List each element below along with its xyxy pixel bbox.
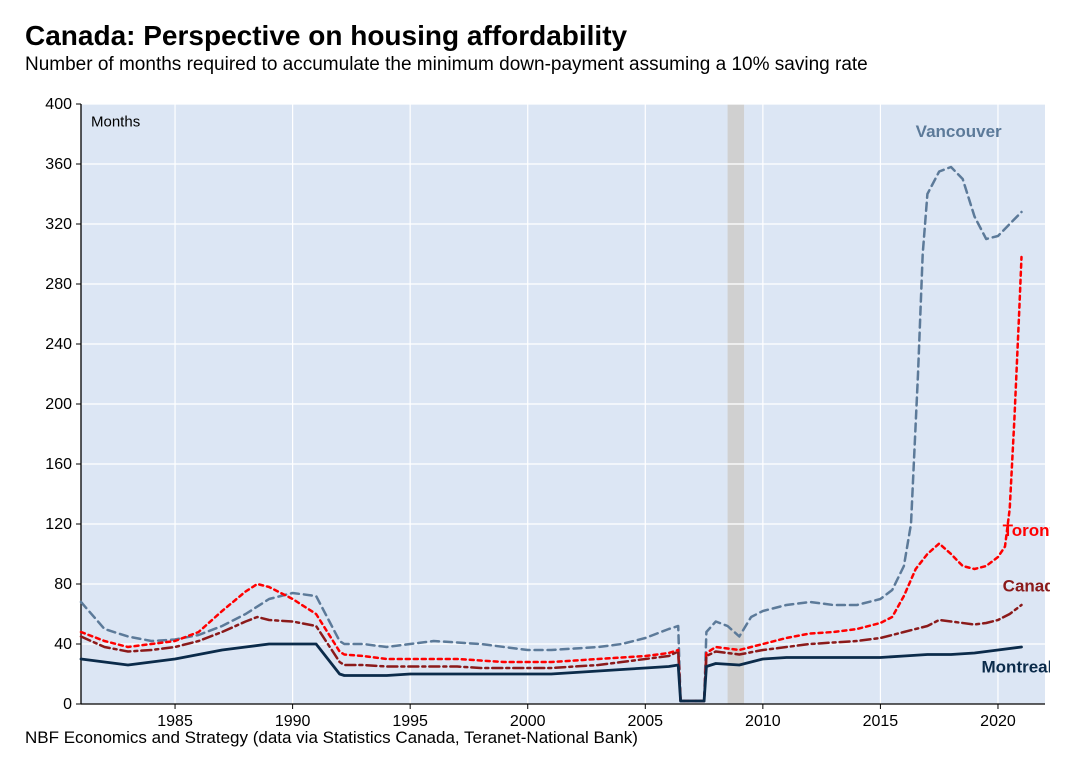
svg-text:Vancouver: Vancouver xyxy=(916,122,1002,141)
svg-text:Montreal: Montreal xyxy=(982,658,1050,677)
svg-text:2005: 2005 xyxy=(627,713,663,726)
svg-text:2015: 2015 xyxy=(863,713,899,726)
svg-text:Toronto: Toronto xyxy=(1003,521,1050,540)
svg-text:160: 160 xyxy=(45,456,72,473)
svg-text:0: 0 xyxy=(63,696,72,713)
line-chart: 0 40 80 120 160 200 240 280 320 360 400 1985 1990 199… xyxy=(25,94,1050,726)
svg-text:120: 120 xyxy=(45,516,72,533)
svg-text:1985: 1985 xyxy=(157,713,193,726)
svg-text:320: 320 xyxy=(45,216,72,233)
svg-text:2010: 2010 xyxy=(745,713,781,726)
svg-text:80: 80 xyxy=(54,576,72,593)
svg-text:240: 240 xyxy=(45,336,72,353)
svg-text:40: 40 xyxy=(54,636,72,653)
svg-text:400: 400 xyxy=(45,96,72,113)
chart-title: Canada: Perspective on housing affordabi… xyxy=(25,20,1050,52)
svg-text:2020: 2020 xyxy=(980,713,1016,726)
svg-text:Months: Months xyxy=(91,114,140,131)
svg-text:280: 280 xyxy=(45,276,72,293)
svg-text:200: 200 xyxy=(45,396,72,413)
svg-text:1995: 1995 xyxy=(392,713,428,726)
chart-subtitle: Number of months required to accumulate … xyxy=(25,54,1050,76)
svg-text:360: 360 xyxy=(45,156,72,173)
svg-text:Canada: Canada xyxy=(1003,577,1050,596)
chart-container: 0 40 80 120 160 200 240 280 320 360 400 1985 1990 199… xyxy=(25,94,1050,726)
svg-text:1990: 1990 xyxy=(275,713,311,726)
svg-text:2000: 2000 xyxy=(510,713,546,726)
chart-source: NBF Economics and Strategy (data via Sta… xyxy=(25,728,1050,748)
